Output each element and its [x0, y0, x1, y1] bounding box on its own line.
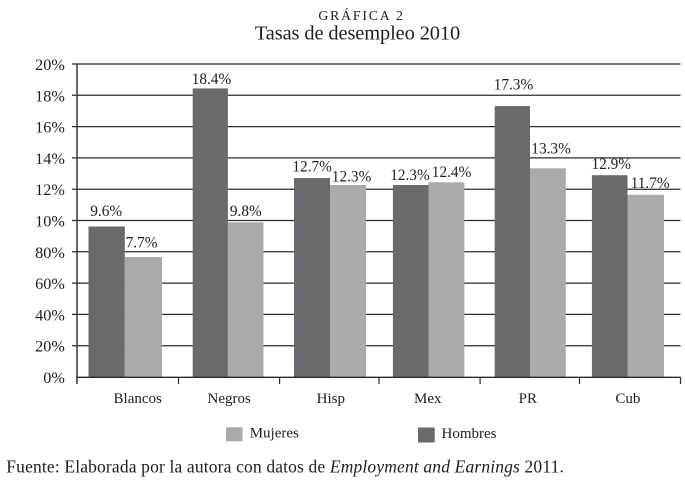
svg-text:Fuente: Elaborada por la autor: Fuente: Elaborada por la autora con dato… [6, 456, 564, 476]
svg-text:Cub: Cub [615, 391, 640, 407]
svg-text:GRÁFICA 2: GRÁFICA 2 [318, 7, 404, 23]
svg-text:12.4%: 12.4% [432, 164, 472, 181]
svg-text:12.9%: 12.9% [592, 156, 632, 173]
svg-text:40%: 40% [35, 306, 65, 324]
svg-text:Blancos: Blancos [114, 391, 162, 407]
svg-text:11.7%: 11.7% [631, 175, 670, 192]
svg-text:Tasas de desempleo 2010: Tasas de desempleo 2010 [255, 22, 460, 44]
svg-text:12%: 12% [35, 181, 65, 199]
svg-text:0%: 0% [43, 369, 65, 387]
svg-text:Mex: Mex [414, 391, 442, 407]
svg-text:12.7%: 12.7% [292, 159, 332, 176]
svg-text:14%: 14% [35, 150, 65, 168]
svg-text:10%: 10% [35, 213, 65, 231]
svg-text:9.8%: 9.8% [230, 203, 262, 220]
svg-text:16%: 16% [35, 119, 65, 137]
svg-text:18.4%: 18.4% [192, 71, 232, 88]
svg-text:13.3%: 13.3% [531, 141, 571, 158]
svg-text:9.6%: 9.6% [90, 203, 122, 220]
svg-text:20%: 20% [35, 338, 65, 356]
svg-text:20%: 20% [35, 56, 65, 74]
svg-text:PR: PR [519, 391, 537, 407]
svg-text:Mujeres: Mujeres [250, 425, 299, 441]
svg-text:18%: 18% [35, 87, 65, 105]
svg-text:Negros: Negros [208, 391, 251, 407]
svg-text:12.3%: 12.3% [390, 167, 430, 184]
svg-text:60%: 60% [35, 275, 65, 293]
svg-text:17.3%: 17.3% [494, 77, 534, 94]
svg-text:Hombres: Hombres [442, 426, 497, 442]
svg-text:80%: 80% [35, 244, 65, 262]
svg-text:Hisp: Hisp [317, 391, 345, 407]
svg-text:7.7%: 7.7% [126, 235, 158, 252]
svg-text:12.3%: 12.3% [332, 168, 372, 185]
